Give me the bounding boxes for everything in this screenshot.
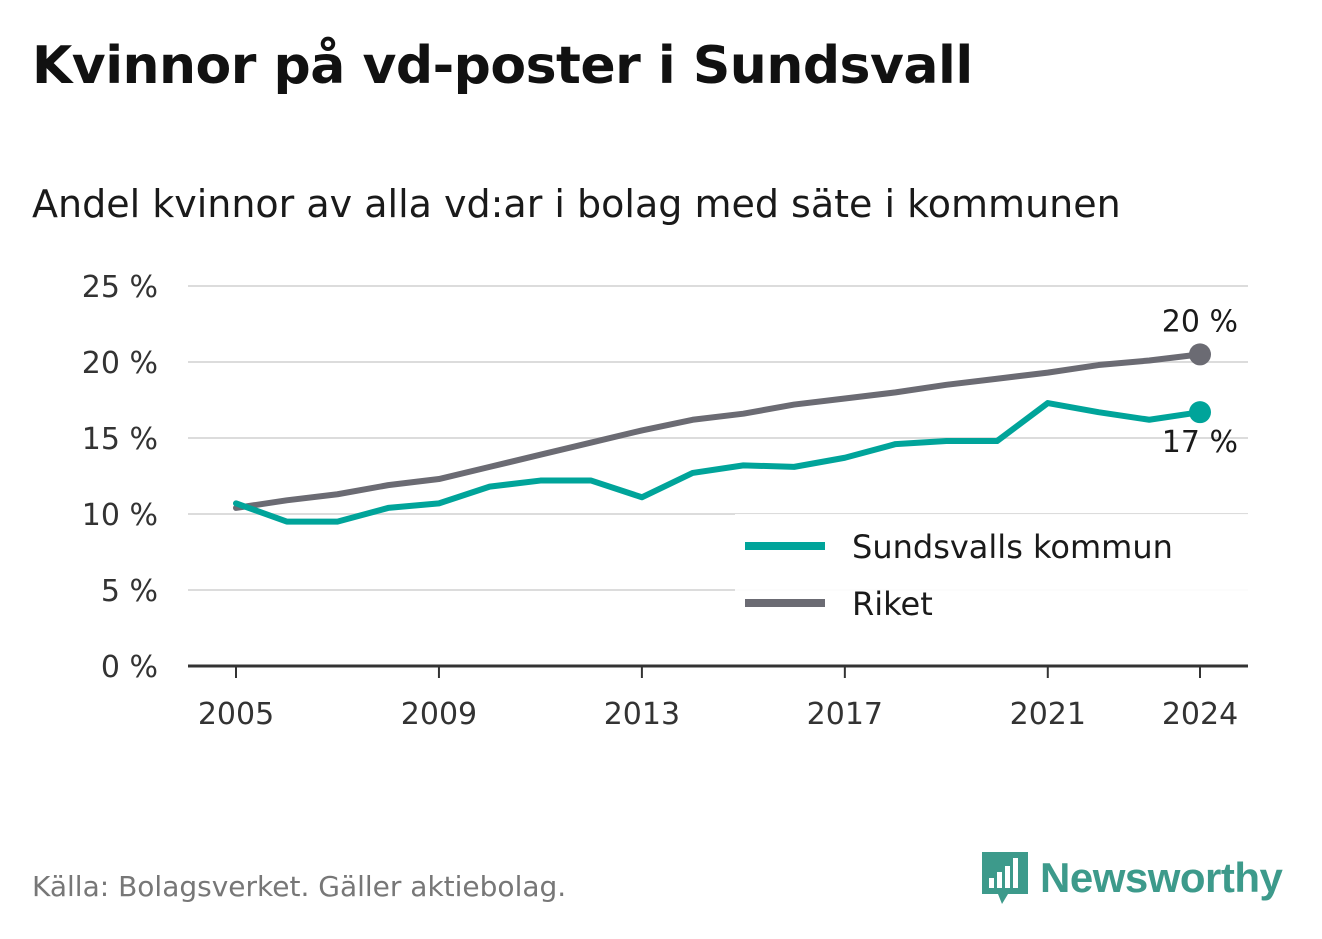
end-labels: 20 % 17 % xyxy=(1162,304,1238,460)
legend: Sundsvalls kommun Riket xyxy=(735,514,1248,632)
axes: 0 % 5 % 10 % 15 % 20 % 25 % 2005 2009 2013 2017 20… xyxy=(82,270,1248,732)
x-tick-label: 2024 xyxy=(1162,697,1238,732)
x-tick-label: 2013 xyxy=(604,697,680,732)
legend-label: Sundsvalls kommun xyxy=(852,528,1173,566)
series xyxy=(233,343,1211,525)
y-tick-label: 20 % xyxy=(82,346,158,381)
x-tick-label: 2021 xyxy=(1010,697,1086,732)
source-note: Källa: Bolagsverket. Gäller aktiebolag. xyxy=(32,870,567,903)
y-tick-label: 5 % xyxy=(101,574,158,609)
chart-title: Kvinnor på vd-poster i Sundsvall xyxy=(32,36,973,96)
y-tick-label: 25 % xyxy=(82,270,158,305)
legend-label: Riket xyxy=(852,585,933,623)
x-tick-label: 2005 xyxy=(198,697,274,732)
x-tick-label: 2009 xyxy=(401,697,477,732)
series-end-point xyxy=(1189,343,1211,366)
y-tick-label: 0 % xyxy=(101,650,158,685)
series-line xyxy=(233,400,1203,525)
series-end-point xyxy=(1189,401,1211,424)
y-tick-label: 10 % xyxy=(82,498,158,533)
end-value-label: 17 % xyxy=(1162,425,1238,460)
brand-name: Newsworthy xyxy=(1040,854,1283,901)
legend-box xyxy=(735,514,1248,632)
y-tick-label: 15 % xyxy=(82,422,158,457)
bar-chart-speech-bubble-icon xyxy=(982,852,1028,904)
line-chart: 0 % 5 % 10 % 15 % 20 % 25 % 2005 2009 2013 2017 20… xyxy=(82,270,1248,732)
brand-logo: Newsworthy xyxy=(980,848,1283,908)
chart-subtitle: Andel kvinnor av alla vd:ar i bolag med … xyxy=(32,182,1121,226)
x-tick-label: 2017 xyxy=(807,697,883,732)
end-value-label: 20 % xyxy=(1162,304,1238,339)
series-line xyxy=(233,351,1203,511)
